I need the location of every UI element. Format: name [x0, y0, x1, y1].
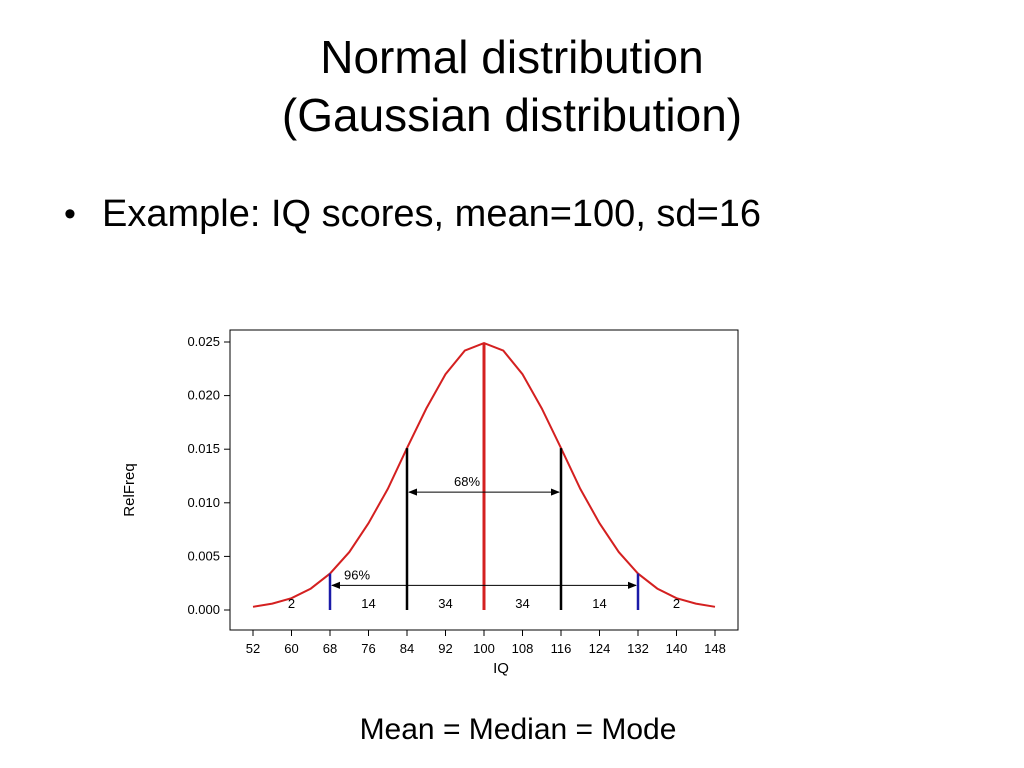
chart-svg: 0.000 0.005 0.010 0.015 0.020 0.025 52 60 68 76 84… [121, 329, 739, 677]
iq-normal-chart: 0.000 0.005 0.010 0.015 0.020 0.025 52 60 68 76 84… [100, 320, 760, 690]
y-axis-title: RelFreq [121, 463, 138, 516]
title-line-2: (Gaussian distribution) [281, 89, 743, 141]
y-tick-label: 0.015 [187, 441, 220, 456]
x-tick-label: 68 [323, 641, 337, 656]
slide-title: Normal distribution (Gaussian distributi… [0, 28, 1024, 144]
caption: Mean = Median = Mode [359, 713, 677, 746]
bullet-item: • Example: IQ scores, mean=100, sd=16 [58, 186, 761, 242]
x-tick-label: 76 [361, 641, 375, 656]
bullet-list: • Example: IQ scores, mean=100, sd=16 [58, 186, 761, 242]
bullet-text: Example: IQ scores, mean=100, sd=16 [102, 193, 762, 235]
annotation-label: 68% [454, 474, 480, 489]
x-tick-label: 60 [284, 641, 298, 656]
annotation-label: 96% [344, 567, 370, 582]
x-tick-label: 148 [704, 641, 726, 656]
title-line-1: Normal distribution [320, 31, 704, 83]
x-axis-title: IQ [493, 660, 509, 677]
region-label: 14 [361, 596, 375, 611]
y-tick-label: 0.000 [187, 602, 220, 617]
x-tick-label: 52 [246, 641, 260, 656]
region-label: 14 [592, 596, 606, 611]
region-label: 2 [673, 596, 680, 611]
x-tick-label: 108 [512, 641, 534, 656]
x-tick-label: 140 [666, 641, 688, 656]
x-tick-label: 92 [438, 641, 452, 656]
region-label: 34 [438, 596, 452, 611]
x-tick-label: 116 [551, 641, 572, 656]
y-tick-label: 0.010 [187, 495, 220, 510]
x-tick-label: 124 [589, 641, 611, 656]
region-label: 34 [515, 596, 529, 611]
x-tick-label: 132 [627, 641, 649, 656]
y-tick-label: 0.005 [187, 548, 220, 563]
x-tick-label: 84 [400, 641, 414, 656]
y-tick-label: 0.020 [187, 388, 220, 403]
x-tick-label: 100 [473, 641, 495, 656]
bullet-dot-icon: • [64, 195, 76, 233]
y-tick-label: 0.025 [187, 334, 220, 349]
region-label: 2 [288, 596, 295, 611]
